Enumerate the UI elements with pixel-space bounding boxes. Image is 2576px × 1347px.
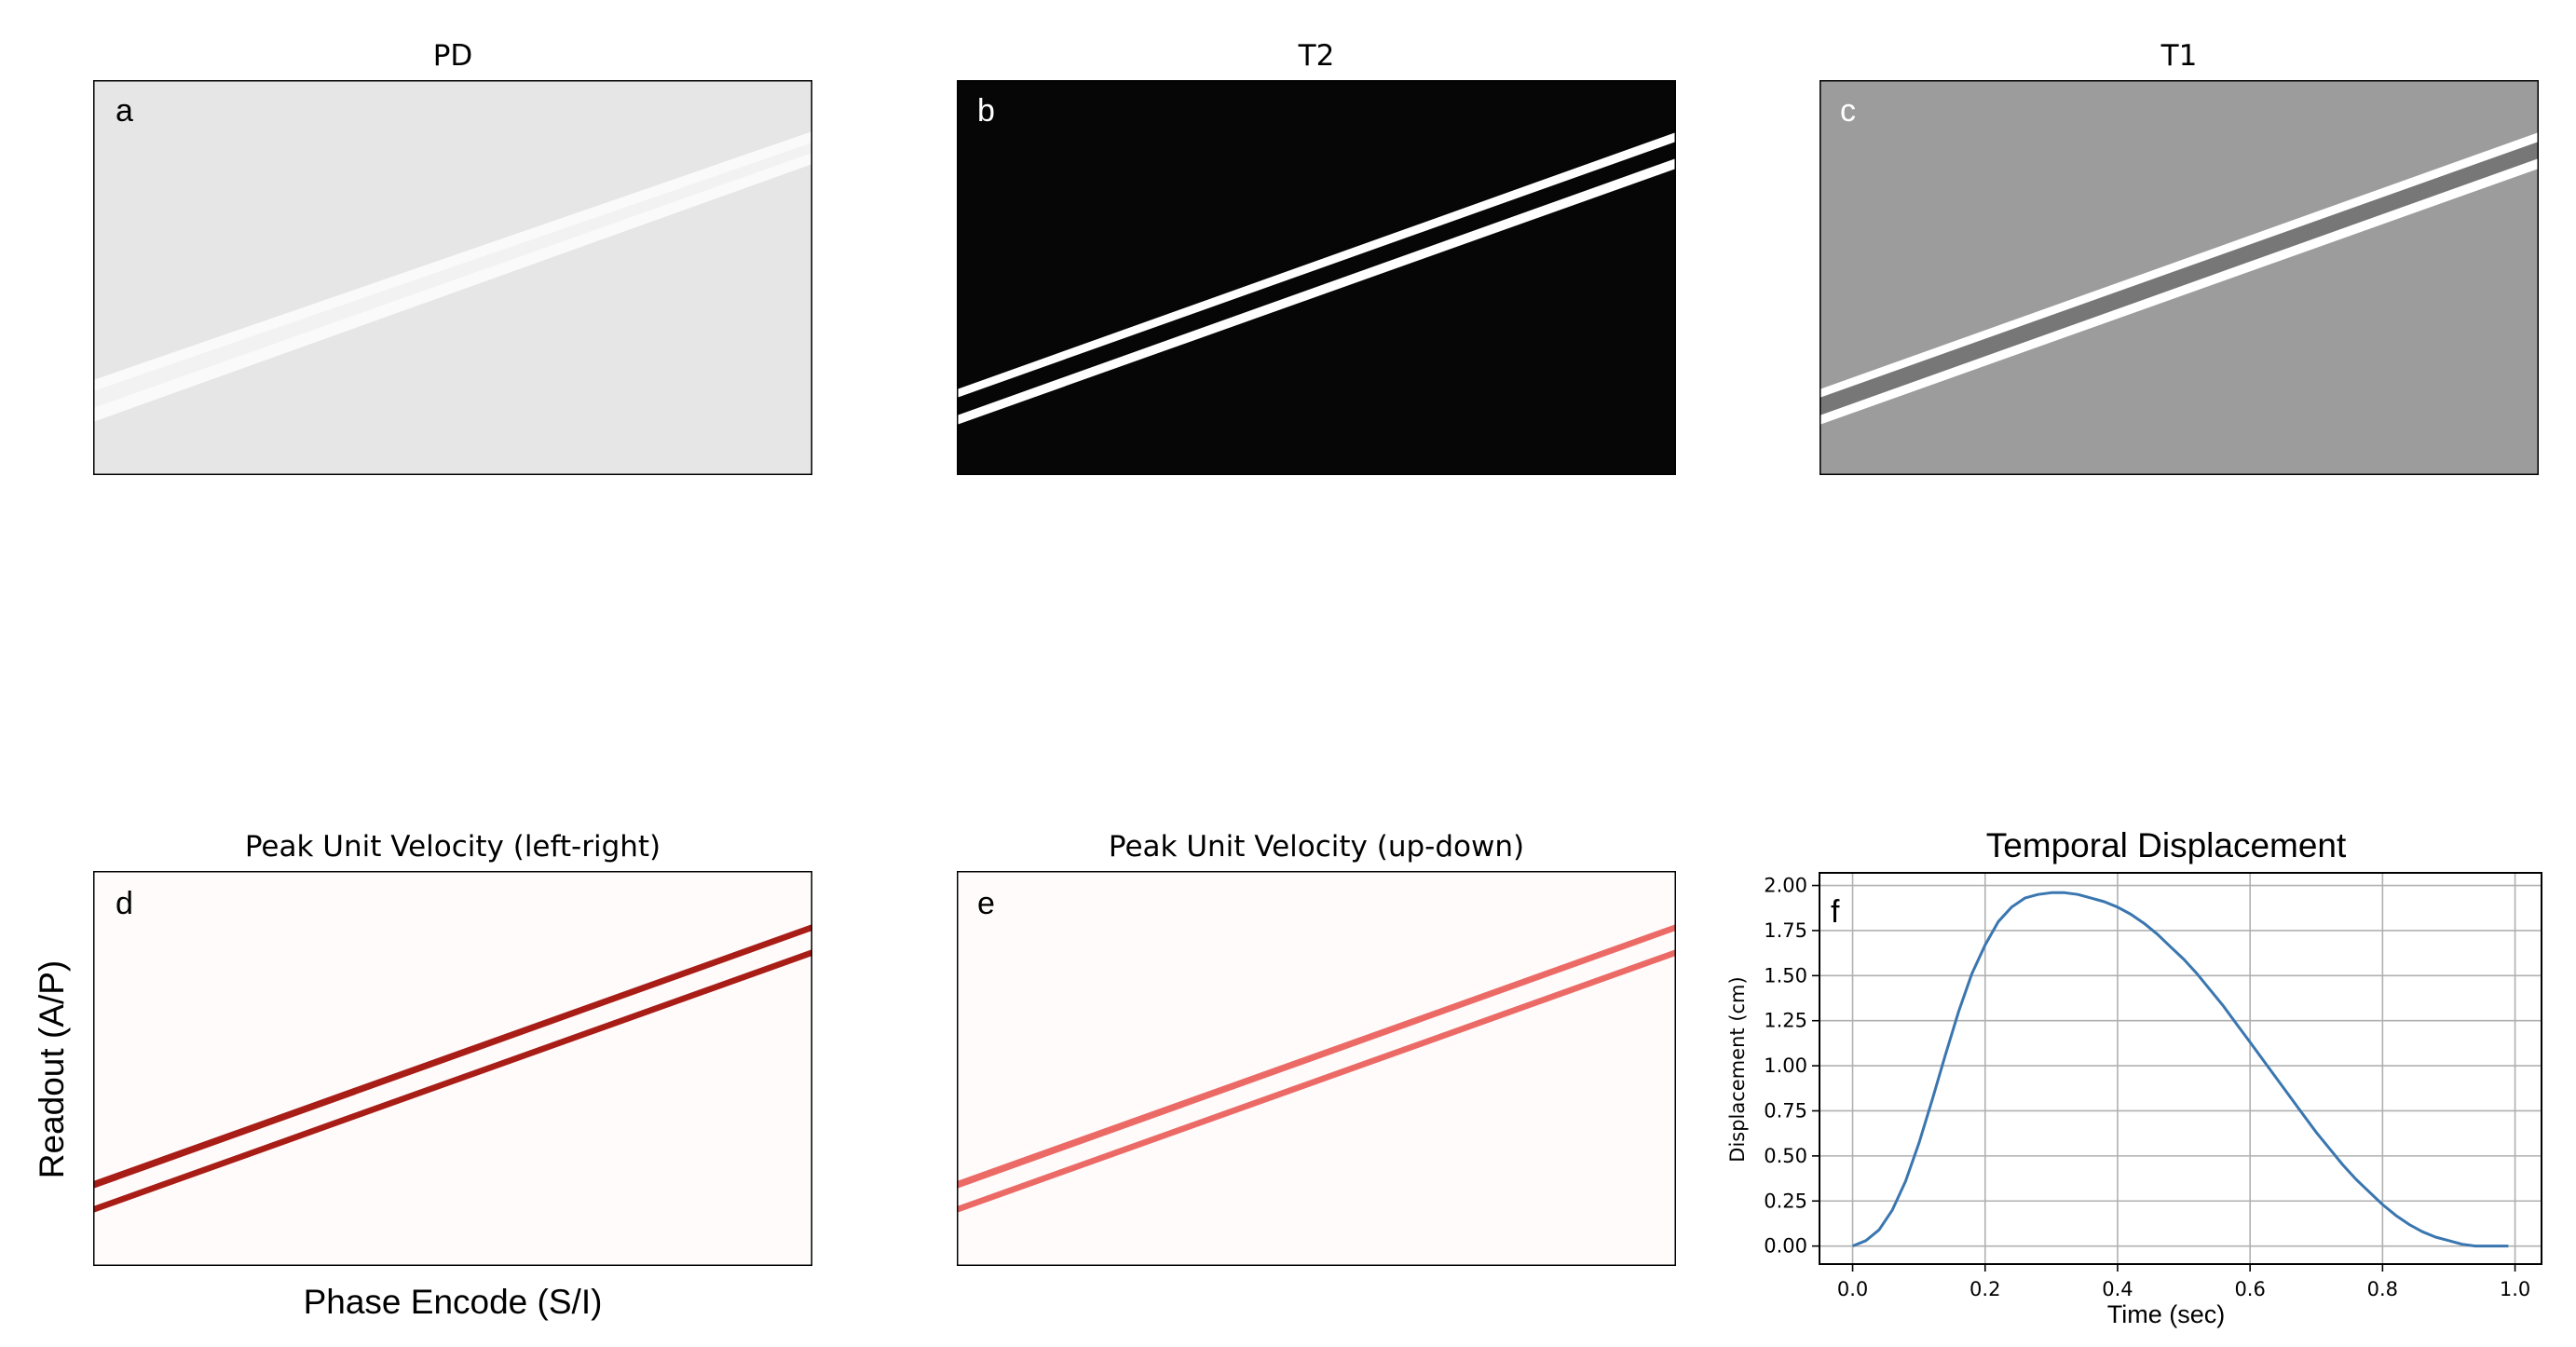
panel-e-stripe-inner [957,931,1676,1206]
y-tick-label: 1.50 [1764,964,1807,986]
panel-a: PD a [93,39,812,475]
panel-a-stripe-inner [93,143,812,408]
panel-d-ylabel: Readout (A/P) [33,960,71,1178]
y-tick-label: 0.00 [1764,1235,1807,1258]
panel-e: Peak Unit Velocity (up-down) e [957,830,1676,1266]
panel-a-label: a [116,93,133,129]
panel-e-frame [957,871,1676,1266]
panel-c-stripe-inner [1820,142,2539,415]
panel-d-plot: d [93,871,812,1266]
x-tick-label: 1.0 [2500,1278,2530,1300]
panel-d-title: Peak Unit Velocity (left-right) [245,830,661,864]
panel-e-plot: e [957,871,1676,1266]
panel-f-xticks: 0.0 0.2 0.4 0.6 0.8 1.0 [1837,1264,2530,1300]
panel-f-yticks: 0.00 0.25 0.50 0.75 1.00 1.25 1.50 1.75 2.00 [1764,875,1820,1258]
x-tick-label: 0.6 [2234,1278,2265,1300]
y-tick-label: 1.25 [1764,1010,1807,1032]
x-tick-label: 0.0 [1837,1278,1868,1300]
panel-c-frame [1820,80,2539,475]
y-tick-label: 1.00 [1764,1054,1807,1077]
x-tick-label: 0.2 [1969,1278,2000,1300]
x-tick-label: 0.8 [2367,1278,2398,1300]
panel-c: T1 c [1820,39,2539,475]
panel-a-frame [93,80,812,475]
y-tick-label: 0.50 [1764,1145,1807,1167]
panel-f-xlabel: Time (sec) [2107,1300,2226,1328]
displacement-series-line [1852,891,2509,1248]
panel-f-series [1852,891,2509,1248]
panel-d-label: d [116,886,133,921]
panel-b-stripe-inner [957,142,1676,415]
y-tick-label: 0.25 [1764,1190,1807,1212]
y-tick-label: 0.75 [1764,1099,1807,1122]
panel-d-stripe-inner [93,931,812,1206]
panel-a-title: PD [433,39,473,73]
panel-b: T2 b [957,39,1676,475]
panel-c-label: c [1840,93,1856,129]
panel-c-title: T1 [2160,39,2198,73]
y-tick-label: 2.00 [1764,875,1807,897]
panel-d-xlabel: Phase Encode (S/I) [304,1283,603,1321]
panel-e-title: Peak Unit Velocity (up-down) [1109,830,1524,864]
panel-b-plot: b [957,80,1676,475]
panel-b-title: T2 [1298,39,1335,73]
panel-d-frame [93,871,812,1266]
panel-b-frame [957,80,1676,475]
panel-f-grid [1820,873,2542,1264]
panel-f-title: Temporal Displacement [1986,826,2347,864]
y-tick-label: 1.75 [1764,919,1807,942]
panel-b-label: b [977,93,995,129]
panel-d: Peak Unit Velocity (left-right) d Phase … [33,830,812,1321]
panel-c-plot: c [1820,80,2539,475]
x-tick-label: 0.4 [2102,1278,2133,1300]
panel-e-label: e [977,886,995,921]
panel-f: Temporal Displacement 0.0 0.2 0.4 0.6 0.8 1.0… [1726,826,2542,1328]
panel-f-label: f [1831,894,1840,930]
panel-a-plot: a [93,80,812,475]
panel-f-ylabel: Displacement (cm) [1726,976,1749,1162]
panel-f-frame [1819,872,2542,1265]
